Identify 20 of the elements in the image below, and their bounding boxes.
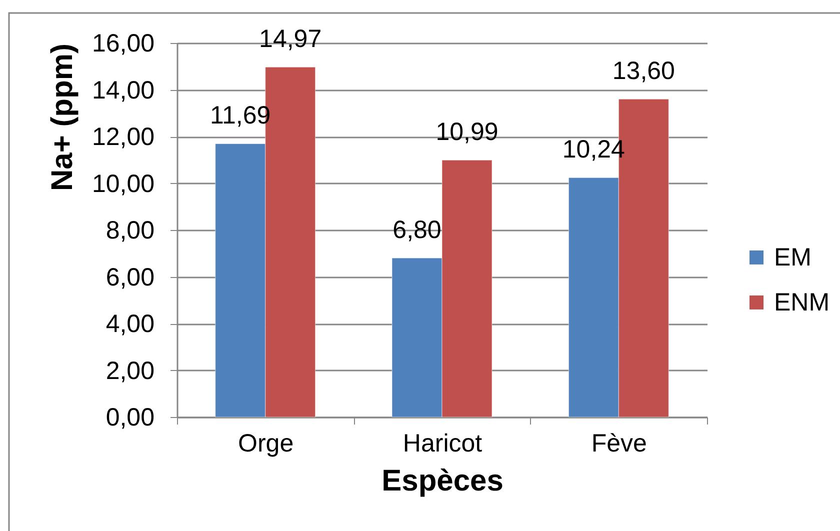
x-tick-label: Haricot [402, 430, 482, 458]
y-tick-label: 8,00 [106, 216, 154, 244]
data-label: 14,97 [259, 25, 322, 54]
data-label: 6,80 [392, 216, 442, 244]
y-tick-label: 14,00 [92, 76, 154, 104]
x-axis-title: Espèces [382, 464, 504, 498]
legend-label: EM [774, 243, 812, 272]
data-label: 13,60 [612, 57, 675, 86]
y-tick-label: 6,00 [106, 263, 154, 292]
legend-label: ENM [774, 288, 830, 316]
y-axis-title: Na+ (ppm) [46, 44, 79, 192]
x-tick-label: Fève [591, 430, 647, 458]
y-tick-label: 10,00 [92, 170, 154, 198]
y-tick-label: 16,00 [92, 30, 154, 58]
y-tick-label: 0,00 [106, 404, 154, 432]
y-tick-label: 4,00 [106, 310, 154, 338]
x-tick-label: Orge [238, 430, 294, 458]
data-label: 10,99 [436, 118, 498, 146]
y-tick-label: 2,00 [106, 356, 154, 385]
y-tick-label: 12,00 [92, 123, 154, 151]
